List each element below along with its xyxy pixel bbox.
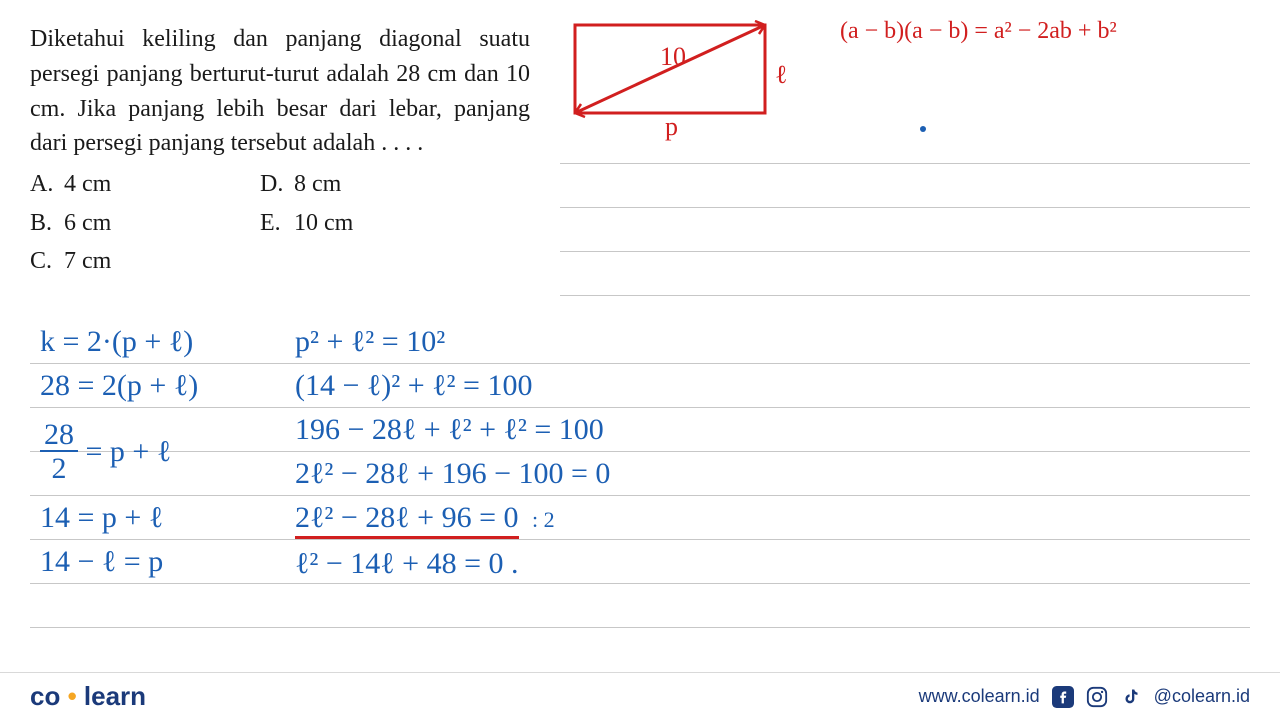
ruled-lines-lower xyxy=(30,320,1250,670)
footer: co • learn www.colearn.id @colearn.id xyxy=(0,672,1280,720)
option-d-value: 8 cm xyxy=(294,171,341,197)
option-e: E.10 cm xyxy=(260,204,490,242)
w2-l6: ℓ² − 14ℓ + 48 = 0 . xyxy=(295,542,610,586)
brand-dot: • xyxy=(60,681,84,711)
option-d: D.8 cm xyxy=(260,165,490,203)
stray-dot xyxy=(920,126,926,132)
option-e-value: 10 cm xyxy=(294,210,353,236)
option-c-value: 7 cm xyxy=(64,248,111,274)
working-col1: k = 2·(p + ℓ) 28 = 2(p + ℓ) 282 = p + ℓ … xyxy=(40,320,198,584)
w2-l4: 2ℓ² − 28ℓ + 196 − 100 = 0 xyxy=(295,452,610,496)
option-a-value: 4 cm xyxy=(64,171,111,197)
rectangle-diagram: 10 ℓ p xyxy=(570,20,770,115)
w2-l3: 196 − 28ℓ + ℓ² + ℓ² = 100 xyxy=(295,408,610,452)
instagram-icon[interactable] xyxy=(1086,686,1108,708)
brand-pre: co xyxy=(30,681,60,711)
brand-post: learn xyxy=(84,681,146,711)
working-col2: p² + ℓ² = 10² (14 − ℓ)² + ℓ² = 100 196 −… xyxy=(295,320,610,586)
w1-l6: 14 − ℓ = p xyxy=(40,540,198,584)
footer-right: www.colearn.id @colearn.id xyxy=(919,686,1250,708)
brand-logo: co • learn xyxy=(30,681,146,712)
tiktok-icon[interactable] xyxy=(1120,686,1142,708)
facebook-icon[interactable] xyxy=(1052,686,1074,708)
footer-handle[interactable]: @colearn.id xyxy=(1154,686,1250,707)
option-a: A.4 cm xyxy=(30,165,260,203)
w1-l5: 14 = p + ℓ xyxy=(40,496,198,540)
w1-l3: 282 = p + ℓ xyxy=(40,408,198,496)
w1-l2: 28 = 2(p + ℓ) xyxy=(40,364,198,408)
option-b: B.6 cm xyxy=(30,204,260,242)
ruled-lines-upper xyxy=(560,120,1250,320)
question-text: Diketahui keliling dan panjang diagonal … xyxy=(30,22,530,161)
w2-l5: 2ℓ² − 28ℓ + 96 = 0 : 2 xyxy=(295,496,610,542)
w2-l2: (14 − ℓ)² + ℓ² = 100 xyxy=(295,364,610,408)
identity-formula: (a − b)(a − b) = a² − 2ab + b² xyxy=(840,18,1117,45)
diagram-height-label: ℓ xyxy=(775,60,787,90)
diagram-width-label: p xyxy=(665,112,678,142)
diagram-diagonal-label: 10 xyxy=(660,42,686,72)
option-b-value: 6 cm xyxy=(64,210,111,236)
w2-l1: p² + ℓ² = 10² xyxy=(295,320,610,364)
divide-note: : 2 xyxy=(532,507,555,532)
option-c: C.7 cm xyxy=(30,242,260,280)
w2-l5-eq: 2ℓ² − 28ℓ + 96 = 0 xyxy=(295,501,519,539)
w1-l1: k = 2·(p + ℓ) xyxy=(40,320,198,364)
footer-url[interactable]: www.colearn.id xyxy=(919,686,1040,707)
